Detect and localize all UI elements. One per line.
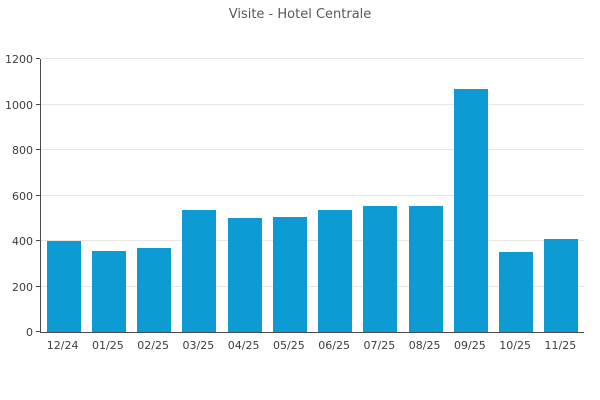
bar-12/24: [46, 241, 81, 332]
x-tick-label: 07/25: [363, 339, 396, 352]
bar-04/25: [227, 218, 262, 332]
x-tick-label: 11/25: [544, 339, 577, 352]
y-axis: 0 200 400 600 800 1000 1200: [0, 54, 33, 338]
y-tick-mark: [36, 194, 40, 196]
bar-band: [267, 59, 312, 332]
bar-03/25: [182, 209, 217, 332]
bar-08/25: [408, 205, 443, 332]
gridline-600: [41, 194, 584, 196]
bar-band: [358, 59, 403, 332]
y-tick-mark: [36, 103, 40, 105]
y-tick-label: 1000: [5, 98, 33, 112]
bar-11/25: [544, 238, 579, 332]
x-tick-label: 05/25: [273, 339, 305, 352]
y-tick-label: 400: [12, 235, 33, 248]
bar-band: [177, 59, 222, 332]
x-tick-label: 09/25: [454, 339, 486, 352]
bar-band: [448, 59, 493, 332]
bar-07/25: [363, 205, 398, 332]
x-tick-label: 08/25: [408, 339, 441, 352]
y-tick-label: 1200: [5, 53, 33, 66]
gridline-1000: [41, 103, 584, 105]
bar-band: [86, 59, 131, 332]
bar-10/25: [499, 251, 534, 332]
bar-band: [494, 59, 539, 332]
bar-05/25: [272, 216, 307, 332]
x-tick-label: 03/25: [182, 339, 215, 352]
gridline-400: [41, 240, 584, 241]
y-tick-mark: [36, 285, 40, 287]
gridline-1200: [41, 58, 584, 59]
bar-band: [313, 59, 358, 332]
x-tick-label: 06/25: [318, 339, 350, 352]
bar-band: [132, 59, 177, 332]
bar-band: [41, 59, 86, 332]
bars-layer: [41, 59, 584, 332]
y-tick-label: 600: [12, 189, 33, 203]
x-tick-label: 04/25: [227, 339, 260, 352]
y-tick-mark: [36, 58, 40, 59]
y-tick-mark: [36, 240, 40, 241]
x-tick-label: 02/25: [137, 339, 169, 352]
bar-02/25: [137, 247, 172, 332]
x-axis: 12/24 01/25 02/25 03/25 04/25 05/25 06/25 07/25…: [40, 339, 583, 352]
gridline-800: [41, 149, 584, 150]
y-tick-label: 0: [26, 326, 33, 339]
bar-01/25: [91, 250, 126, 332]
plot-area: [40, 58, 584, 333]
bar-band: [222, 59, 267, 332]
bar-09/25: [453, 89, 488, 332]
x-tick-label: 01/25: [92, 339, 124, 352]
y-tick-label: 800: [12, 144, 33, 157]
chart-title: Visite - Hotel Centrale: [228, 7, 372, 22]
x-tick-label: 10/25: [499, 339, 531, 352]
x-tick-label: 12/24: [46, 339, 79, 352]
y-tick-mark: [36, 149, 40, 150]
bar-band: [539, 59, 584, 332]
gridline-200: [41, 285, 584, 287]
bar-band: [403, 59, 448, 332]
bar-06/25: [318, 210, 353, 332]
y-tick-label: 200: [12, 280, 33, 294]
y-tick-mark: [36, 331, 40, 332]
